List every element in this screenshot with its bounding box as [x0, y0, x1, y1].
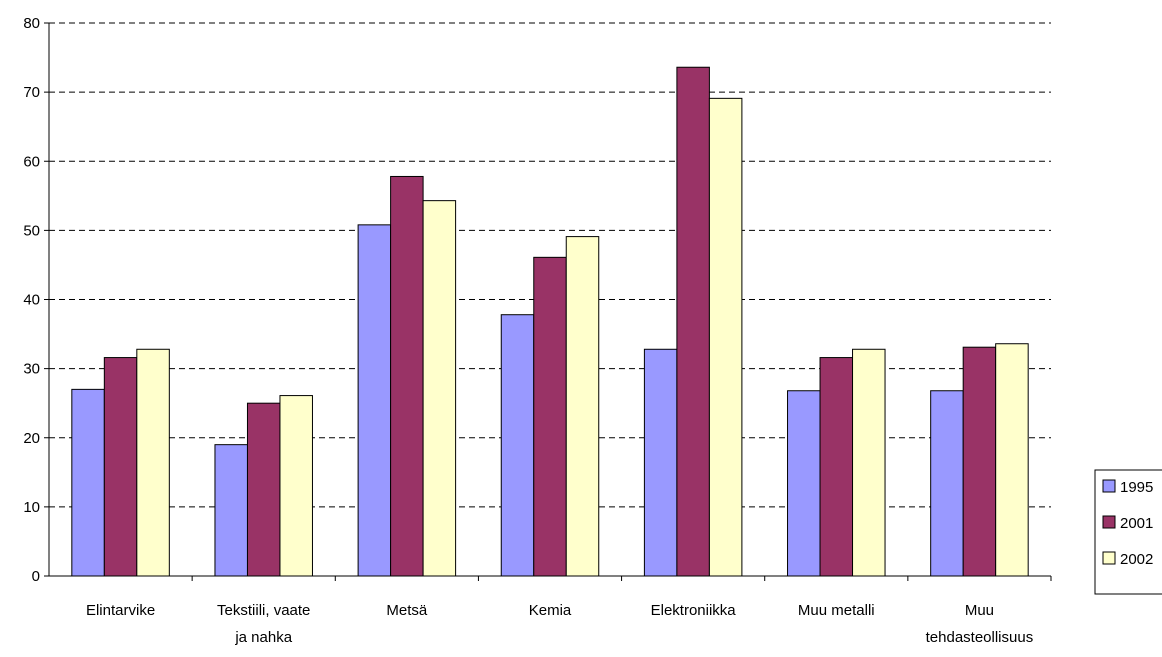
legend-label-2001: 2001 — [1120, 515, 1153, 532]
y-tick-label: 10 — [23, 499, 40, 516]
category-label: Muu metalli — [798, 602, 875, 619]
y-tick-label: 40 — [23, 292, 40, 309]
category-label: Tekstiili, vaate — [217, 602, 310, 619]
y-tick-label: 0 — [32, 568, 40, 585]
bar-2002-3 — [565, 236, 600, 577]
bar-2002-0 — [136, 348, 170, 577]
y-tick-label: 60 — [23, 153, 40, 170]
bar-2001-3 — [533, 256, 567, 577]
y-tick-label: 30 — [23, 361, 40, 378]
bar-2001-4 — [676, 66, 710, 577]
bar-2001-6 — [962, 346, 997, 577]
legend-label-1995: 1995 — [1120, 479, 1153, 496]
bar-1995-3 — [500, 314, 535, 577]
category-label: tehdasteollisuus — [926, 629, 1034, 646]
bar-2001-2 — [390, 175, 424, 577]
bar-1995-2 — [357, 224, 392, 577]
y-tick-label: 50 — [23, 222, 40, 239]
bar-2002-2 — [422, 200, 457, 577]
bar-1995-1 — [214, 444, 248, 577]
bar-1995-4 — [643, 348, 678, 577]
category-label: Elektroniikka — [651, 602, 737, 619]
bar-1995-6 — [930, 390, 964, 577]
category-labels: Elintarvike Tekstiili, vaate ja nahka Metsä… — [86, 602, 1033, 646]
legend: 1995 2001 2002 — [1094, 469, 1162, 595]
bars — [71, 66, 1029, 577]
legend-swatch-1995 — [1102, 479, 1116, 493]
bar-2002-6 — [995, 343, 1029, 577]
legend-swatch-2002 — [1102, 551, 1116, 565]
category-label: Muu — [965, 602, 994, 619]
y-tick-label: 70 — [23, 84, 40, 101]
bar-2002-5 — [852, 348, 886, 577]
y-tick-label: 20 — [23, 430, 40, 447]
bar-2002-1 — [279, 395, 313, 577]
bar-1995-5 — [787, 390, 821, 577]
category-label: ja nahka — [234, 629, 292, 646]
legend-swatch-2001 — [1102, 515, 1116, 529]
bar-1995-0 — [71, 388, 105, 577]
category-label: Elintarvike — [86, 602, 155, 619]
category-label: Metsä — [386, 602, 428, 619]
bar-2001-5 — [819, 357, 854, 577]
bar-2002-4 — [708, 97, 743, 577]
category-label: Kemia — [529, 602, 572, 619]
bar-2001-0 — [103, 357, 138, 577]
y-axis-tick-labels: 0 10 20 30 40 50 60 70 80 — [23, 15, 40, 585]
bar-2001-1 — [246, 402, 281, 577]
axes — [44, 22, 1052, 581]
legend-label-2002: 2002 — [1120, 551, 1153, 568]
y-tick-label: 80 — [23, 15, 40, 32]
